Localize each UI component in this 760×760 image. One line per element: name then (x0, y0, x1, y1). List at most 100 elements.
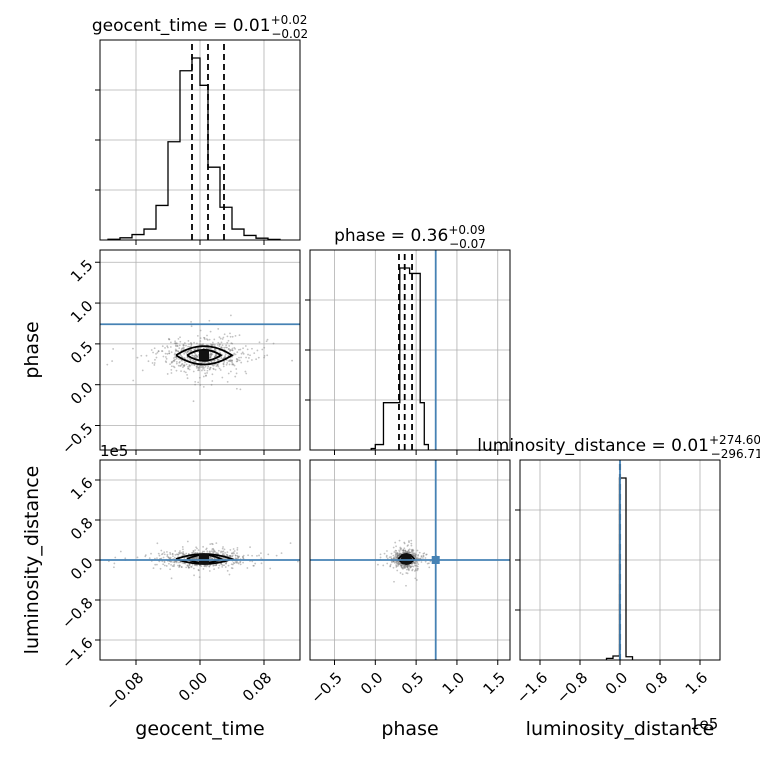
sample-point (199, 342, 201, 345)
title-minus: −296.71 (711, 447, 760, 461)
sample-point (403, 551, 406, 554)
sample-point (190, 349, 193, 352)
sample-point (210, 360, 212, 363)
sample-point (112, 348, 115, 350)
sample-point (398, 554, 401, 557)
sample-point (412, 554, 415, 557)
sample-point (252, 564, 255, 567)
sample-point (404, 549, 407, 552)
sample-point (410, 548, 413, 551)
sample-point (237, 556, 240, 559)
sample-point (183, 557, 186, 560)
sample-point (261, 348, 264, 351)
sample-point (206, 550, 209, 553)
sample-point (215, 365, 218, 368)
sample-point (269, 567, 272, 570)
sample-point (177, 350, 179, 353)
sample-point (188, 564, 191, 566)
sample-point (212, 547, 215, 550)
sample-point (182, 364, 185, 367)
sample-point (190, 349, 193, 352)
sample-point (231, 335, 234, 338)
hist-bin (232, 229, 244, 240)
sample-point (389, 565, 392, 567)
sample-point (175, 356, 178, 359)
sample-point (222, 362, 225, 365)
sample-point (233, 352, 236, 355)
sample-point (191, 557, 194, 560)
sample-point (200, 343, 203, 346)
sample-point (236, 555, 239, 558)
sample-point (197, 367, 200, 370)
sample-point (172, 555, 174, 558)
sample-point (228, 573, 231, 576)
sample-point (233, 562, 236, 565)
sample-point (182, 346, 185, 349)
hist-bin (208, 167, 220, 240)
sample-point (170, 361, 173, 363)
panel-title-luminosity_distance: luminosity_distance = 0.01+274.60 −296.71 (477, 433, 760, 461)
sample-point (159, 567, 162, 570)
sample-point (184, 371, 187, 374)
sample-point (396, 554, 399, 557)
sample-point (188, 364, 191, 367)
sample-point (397, 561, 400, 563)
sample-point (156, 351, 159, 354)
sample-point (403, 566, 406, 569)
sample-point (168, 352, 171, 355)
sample-point (213, 343, 216, 346)
sample-point (202, 375, 205, 378)
sample-point (386, 562, 389, 565)
sample-point (216, 358, 219, 360)
sample-point (208, 356, 211, 359)
sample-point (171, 552, 174, 555)
sample-point (169, 553, 172, 556)
sample-point (166, 550, 168, 553)
sample-point (188, 563, 191, 566)
sample-point (414, 569, 417, 572)
sample-point (163, 561, 166, 564)
sample-point (391, 561, 393, 564)
sample-point (406, 551, 409, 553)
sample-point (196, 366, 199, 369)
sample-point (207, 365, 210, 368)
sample-point (260, 557, 263, 560)
sample-point (232, 552, 235, 555)
sample-point (175, 357, 178, 360)
sample-point (209, 343, 212, 346)
sample-point (393, 560, 395, 563)
sample-point (296, 560, 299, 563)
sample-point (244, 370, 247, 373)
sample-point (185, 344, 187, 347)
sample-point (198, 369, 200, 372)
sample-point (239, 560, 242, 563)
sample-point (394, 554, 397, 557)
sample-point (401, 567, 404, 570)
sample-point (169, 560, 172, 563)
sample-point (224, 562, 227, 565)
sample-point (413, 570, 416, 572)
sample-point (208, 550, 211, 553)
sample-point (423, 552, 426, 555)
sample-point (185, 566, 188, 569)
sample-point (237, 348, 240, 351)
sample-point (208, 361, 210, 363)
sample-point (214, 355, 217, 358)
sample-point (236, 552, 238, 555)
sample-point (396, 552, 399, 555)
sample-point (396, 554, 399, 557)
sample-point (236, 548, 239, 551)
sample-point (408, 568, 410, 570)
sample-point (187, 367, 190, 370)
sample-point (136, 356, 139, 359)
sample-point (415, 557, 418, 560)
sample-point (197, 568, 200, 571)
sample-point (235, 360, 238, 363)
sample-point (201, 369, 203, 372)
sample-point (377, 563, 379, 566)
sample-point (183, 365, 185, 367)
sample-point (291, 359, 293, 362)
sample-point (161, 350, 164, 352)
sample-point (402, 549, 405, 552)
sample-point (170, 372, 173, 374)
